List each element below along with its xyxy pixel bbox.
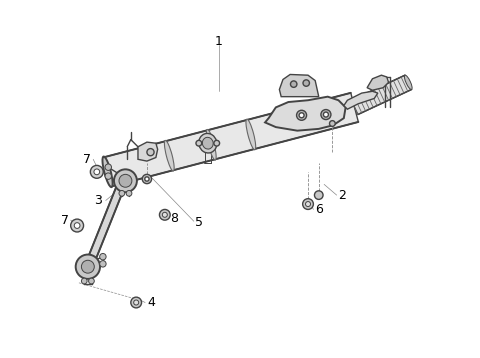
Circle shape [321, 110, 331, 120]
Circle shape [299, 113, 304, 118]
Circle shape [90, 165, 103, 178]
Ellipse shape [405, 75, 412, 90]
Text: 1: 1 [215, 35, 222, 48]
Text: 5: 5 [195, 216, 203, 229]
Circle shape [82, 278, 87, 284]
Circle shape [145, 177, 149, 181]
Circle shape [131, 297, 142, 308]
Circle shape [74, 223, 80, 228]
Circle shape [159, 209, 170, 220]
Text: 4: 4 [147, 296, 155, 309]
Circle shape [297, 110, 307, 120]
Polygon shape [138, 142, 157, 161]
Ellipse shape [103, 156, 113, 187]
Circle shape [105, 164, 111, 170]
Circle shape [196, 140, 202, 146]
Circle shape [290, 81, 297, 87]
Polygon shape [279, 74, 319, 97]
Polygon shape [88, 187, 124, 261]
Circle shape [119, 190, 125, 196]
Circle shape [119, 174, 132, 187]
Circle shape [214, 140, 219, 146]
Circle shape [100, 253, 106, 260]
Polygon shape [265, 97, 346, 131]
Text: 3: 3 [94, 194, 102, 207]
Circle shape [89, 278, 94, 284]
Circle shape [105, 173, 111, 179]
Polygon shape [367, 75, 389, 90]
Circle shape [329, 121, 335, 126]
Polygon shape [104, 93, 359, 187]
Text: 2: 2 [338, 189, 347, 202]
Circle shape [142, 174, 152, 184]
Circle shape [303, 199, 313, 209]
Circle shape [314, 191, 323, 199]
Circle shape [76, 255, 100, 279]
Circle shape [324, 112, 328, 117]
Ellipse shape [199, 134, 217, 153]
Text: 7: 7 [61, 214, 69, 227]
Circle shape [133, 300, 139, 305]
Text: 8: 8 [170, 212, 178, 225]
Circle shape [147, 149, 154, 156]
Polygon shape [351, 75, 411, 115]
Circle shape [303, 80, 310, 86]
Circle shape [126, 190, 132, 196]
Circle shape [305, 202, 311, 207]
Circle shape [100, 261, 106, 267]
Ellipse shape [246, 119, 256, 150]
Polygon shape [344, 91, 378, 109]
Circle shape [94, 169, 100, 175]
Text: 6: 6 [315, 203, 323, 216]
Ellipse shape [165, 140, 174, 171]
Circle shape [71, 219, 84, 232]
Ellipse shape [206, 130, 216, 160]
Circle shape [82, 260, 94, 273]
Ellipse shape [203, 137, 213, 149]
Circle shape [114, 169, 137, 192]
Text: 7: 7 [84, 153, 91, 166]
Circle shape [162, 212, 168, 217]
